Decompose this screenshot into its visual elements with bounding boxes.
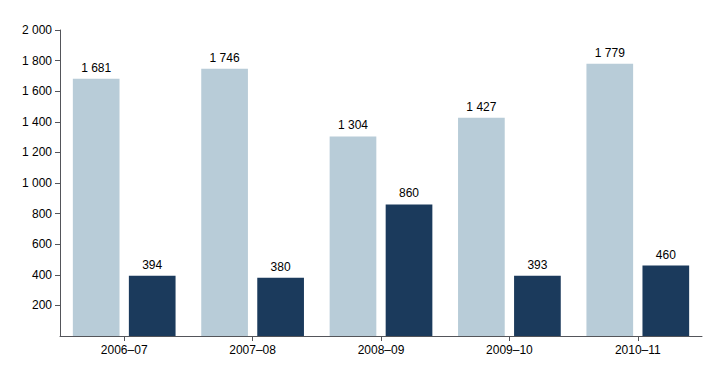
svg-text:1 427: 1 427	[466, 100, 496, 114]
svg-text:2007–08: 2007–08	[229, 343, 276, 357]
svg-text:1 800: 1 800	[22, 54, 52, 68]
svg-text:1 000: 1 000	[22, 176, 52, 190]
svg-text:1 779: 1 779	[595, 46, 625, 60]
svg-text:1 304: 1 304	[338, 118, 368, 132]
svg-text:400: 400	[32, 268, 52, 282]
svg-text:380: 380	[271, 260, 291, 274]
svg-text:1 681: 1 681	[81, 61, 111, 75]
svg-text:1 200: 1 200	[22, 145, 52, 159]
svg-text:393: 393	[527, 258, 547, 272]
svg-text:2 000: 2 000	[22, 23, 52, 37]
svg-text:800: 800	[32, 207, 52, 221]
svg-text:2010–11: 2010–11	[615, 343, 661, 357]
svg-text:1 400: 1 400	[22, 115, 52, 129]
svg-text:2009–10: 2009–10	[486, 343, 533, 357]
svg-text:1 746: 1 746	[210, 51, 240, 65]
svg-text:200: 200	[32, 298, 52, 312]
svg-text:860: 860	[399, 186, 419, 200]
svg-text:2008–09: 2008–09	[358, 343, 405, 357]
svg-text:2006–07: 2006–07	[101, 343, 148, 357]
svg-text:600: 600	[32, 237, 52, 251]
svg-text:460: 460	[656, 248, 676, 262]
svg-text:1 600: 1 600	[22, 84, 52, 98]
svg-text:394: 394	[142, 258, 162, 272]
